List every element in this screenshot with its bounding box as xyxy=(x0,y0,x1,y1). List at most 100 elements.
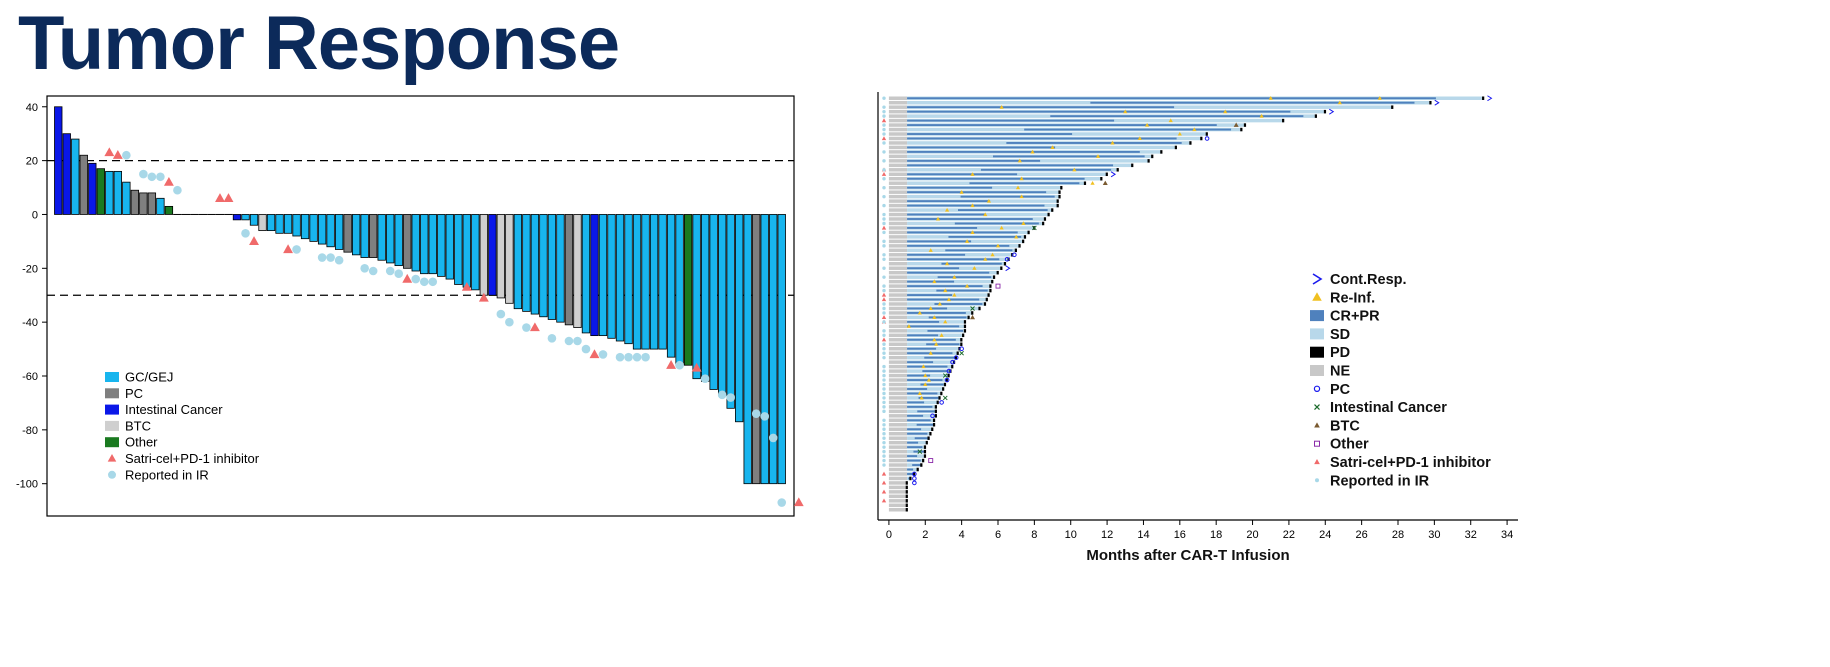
swimmer-row xyxy=(888,172,1108,177)
swimmer-row xyxy=(888,141,1192,145)
pd1-row-marker xyxy=(881,471,887,476)
waterfall-bar xyxy=(539,214,548,318)
pd-end xyxy=(929,431,932,436)
ne-segment xyxy=(888,369,908,373)
intestinal-marker xyxy=(1032,225,1037,231)
ne-segment xyxy=(888,333,908,338)
ne-segment xyxy=(888,266,908,270)
cr-pr-segment xyxy=(907,325,960,328)
legend-swatch xyxy=(1313,385,1321,392)
ne-segment xyxy=(888,355,908,360)
legend-label: NE xyxy=(1330,364,1350,380)
ir-marker xyxy=(751,409,761,418)
y-tick-label: -80 xyxy=(22,425,38,437)
swimmer-row xyxy=(888,485,908,490)
cr-pr-segment xyxy=(907,428,922,431)
cr-pr-segment xyxy=(907,124,1217,127)
swimmer-row xyxy=(888,190,1061,194)
waterfall-bar xyxy=(726,214,735,409)
ne-segment xyxy=(888,168,908,172)
ir-row-marker xyxy=(882,333,886,338)
swimmer-row xyxy=(888,248,1017,253)
swimmer-row xyxy=(888,320,967,324)
re-inf-marker xyxy=(935,216,941,221)
pd-end xyxy=(963,320,967,324)
cr-pr-segment xyxy=(980,168,1112,171)
pd-end xyxy=(938,396,941,400)
y-tick-label: -20 xyxy=(22,263,38,275)
re-inf-marker xyxy=(1021,221,1026,226)
swimmer-row xyxy=(888,400,939,405)
waterfall-bar xyxy=(105,170,114,215)
cr-pr-segment xyxy=(917,410,935,413)
ir-marker xyxy=(632,352,642,362)
ir-row-marker xyxy=(882,311,886,315)
pd-end xyxy=(951,364,954,369)
swimmer-row xyxy=(888,333,965,338)
pd-end xyxy=(1100,177,1103,181)
ne-segment xyxy=(888,454,908,458)
cr-pr-segment xyxy=(907,231,1018,234)
waterfall-bar xyxy=(666,214,676,358)
ir-row-marker xyxy=(882,306,886,311)
ne-segment xyxy=(888,315,908,320)
ir-row-marker xyxy=(882,347,886,351)
waterfall-bar xyxy=(386,214,395,264)
legend-label: GC/GEJ xyxy=(125,370,173,385)
ne-segment xyxy=(888,382,908,387)
ne-segment xyxy=(888,431,908,436)
waterfall-bar xyxy=(130,189,140,215)
cr-pr-segment xyxy=(907,419,931,422)
waterfall-bar xyxy=(675,214,684,366)
x-tick-label: 32 xyxy=(1465,529,1477,541)
ne-segment xyxy=(888,467,908,472)
cr-pr-segment xyxy=(907,191,1047,194)
re-inf-marker xyxy=(1192,127,1197,132)
cr-pr-segment xyxy=(907,253,966,256)
cr-pr-segment xyxy=(907,320,940,323)
ir-marker xyxy=(360,264,369,273)
pd1-marker xyxy=(112,150,123,159)
cr-pr-segment xyxy=(907,106,1175,109)
legend-label: Satri-cel+PD-1 inhibitor xyxy=(125,451,260,466)
ne-segment xyxy=(888,400,908,405)
re-inf-marker xyxy=(932,279,937,284)
pd-end xyxy=(905,503,908,508)
cr-pr-segment xyxy=(907,137,1177,140)
cr-pr-segment xyxy=(936,289,988,292)
pd1-marker xyxy=(283,244,294,254)
pd-end xyxy=(1043,217,1047,221)
ir-marker xyxy=(173,185,182,195)
pd-end xyxy=(909,476,912,481)
swimmer-row xyxy=(888,431,932,436)
waterfall-bar xyxy=(147,192,157,215)
legend-swatch xyxy=(1314,459,1320,465)
x-tick-label: 16 xyxy=(1174,529,1186,541)
re-inf-marker xyxy=(970,230,975,234)
re-inf-marker xyxy=(945,207,950,212)
pd-end xyxy=(983,302,987,306)
swimmer-row xyxy=(888,279,994,284)
re-inf-marker xyxy=(1145,122,1150,127)
cr-pr-segment xyxy=(907,227,978,229)
re-inf-marker xyxy=(943,319,948,324)
waterfall-bar xyxy=(718,214,727,396)
ir-marker xyxy=(368,266,378,276)
pd-end xyxy=(943,382,947,387)
waterfall-bar xyxy=(505,214,514,304)
swimmer-row xyxy=(888,396,941,400)
ne-segment xyxy=(888,253,908,257)
swimmer-row xyxy=(888,194,1061,199)
cr-pr-segment xyxy=(907,267,960,270)
swimmer-row xyxy=(888,244,1021,248)
waterfall-bar xyxy=(752,214,761,485)
ne-segment xyxy=(888,203,908,208)
ne-segment xyxy=(888,190,908,194)
waterfall-bar xyxy=(709,214,718,390)
swimmer-row xyxy=(888,163,1134,168)
re-inf-marker xyxy=(934,342,939,346)
pd-end xyxy=(985,297,988,302)
swimmer-row xyxy=(888,427,934,431)
ir-row-marker xyxy=(882,458,886,463)
re-inf-marker xyxy=(999,104,1004,109)
